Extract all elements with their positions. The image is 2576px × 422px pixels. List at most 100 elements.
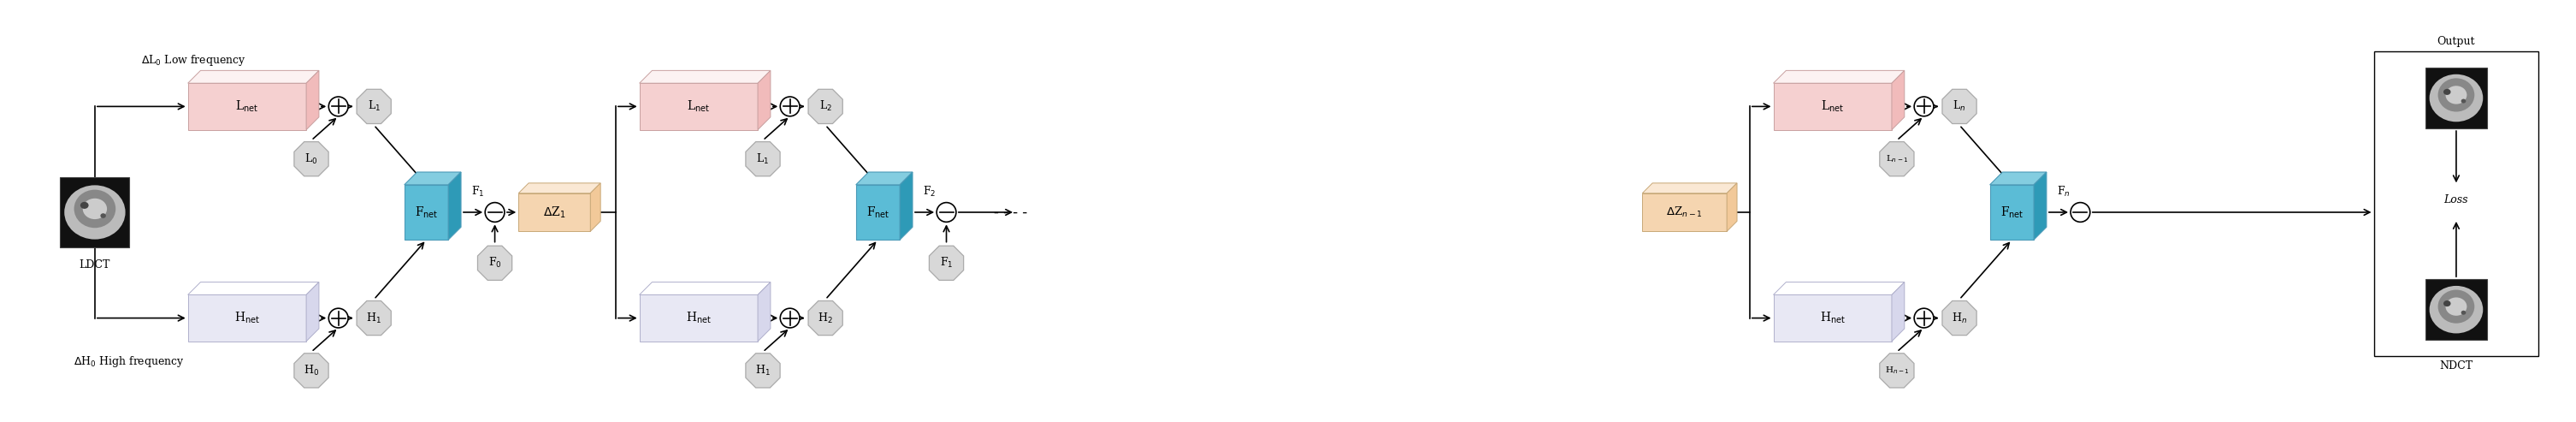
Text: L$_{\rm net}$: L$_{\rm net}$: [688, 99, 711, 114]
Polygon shape: [294, 142, 330, 176]
Polygon shape: [477, 246, 513, 280]
Polygon shape: [809, 301, 842, 335]
Text: L$_{n-1}$: L$_{n-1}$: [1886, 154, 1909, 165]
Polygon shape: [1643, 183, 1736, 193]
Polygon shape: [518, 183, 600, 193]
Polygon shape: [188, 282, 319, 295]
Circle shape: [781, 97, 799, 116]
Polygon shape: [930, 246, 963, 280]
Polygon shape: [639, 282, 770, 295]
Text: H$_1$: H$_1$: [366, 311, 381, 325]
Text: H$_{\rm net}$: H$_{\rm net}$: [234, 311, 260, 325]
Text: H$_0$: H$_0$: [304, 364, 319, 377]
Ellipse shape: [2445, 89, 2450, 95]
Polygon shape: [639, 83, 757, 130]
Circle shape: [484, 203, 505, 222]
Text: H$_2$: H$_2$: [819, 311, 832, 325]
Bar: [2372, 51, 2540, 356]
Circle shape: [330, 97, 348, 116]
Text: L$_{\rm net}$: L$_{\rm net}$: [234, 99, 258, 114]
Polygon shape: [1942, 89, 1976, 124]
Text: L$_{\rm net}$: L$_{\rm net}$: [1821, 99, 1844, 114]
Text: H$_{n-1}$: H$_{n-1}$: [1886, 365, 1909, 376]
Text: F$_1$: F$_1$: [471, 185, 484, 199]
Polygon shape: [448, 172, 461, 240]
Text: L$_1$: L$_1$: [757, 152, 770, 166]
Circle shape: [330, 308, 348, 328]
Polygon shape: [1942, 301, 1976, 335]
Text: L$_1$: L$_1$: [368, 100, 381, 114]
Text: $\Delta$Z$_{n-1}$: $\Delta$Z$_{n-1}$: [1667, 206, 1703, 219]
Text: Loss: Loss: [2445, 194, 2468, 205]
Text: F$_0$: F$_0$: [487, 256, 502, 270]
Polygon shape: [639, 70, 770, 83]
Ellipse shape: [100, 213, 106, 218]
Polygon shape: [1643, 193, 1726, 231]
Text: F$_{\rm net}$: F$_{\rm net}$: [866, 205, 889, 220]
Ellipse shape: [2460, 99, 2465, 103]
Polygon shape: [404, 185, 448, 240]
Polygon shape: [188, 295, 307, 341]
Polygon shape: [1772, 70, 1904, 83]
Polygon shape: [1772, 282, 1904, 295]
Ellipse shape: [82, 198, 108, 219]
Text: - - - -: - - - -: [994, 205, 1028, 220]
Polygon shape: [2035, 172, 2045, 240]
Polygon shape: [1880, 142, 1914, 176]
Text: $\Delta$H$_0$ High frequency: $\Delta$H$_0$ High frequency: [75, 355, 185, 369]
Polygon shape: [307, 282, 319, 341]
Polygon shape: [590, 183, 600, 231]
Ellipse shape: [2437, 78, 2476, 112]
Text: L$_0$: L$_0$: [304, 152, 317, 166]
Ellipse shape: [2445, 298, 2468, 316]
Text: F$_n$: F$_n$: [2056, 185, 2071, 199]
Text: $\Delta$L$_0$ Low frequency: $\Delta$L$_0$ Low frequency: [142, 53, 247, 67]
Polygon shape: [757, 282, 770, 341]
Polygon shape: [744, 142, 781, 176]
Ellipse shape: [2429, 286, 2483, 333]
Text: LDCT: LDCT: [80, 260, 111, 271]
Text: $\Delta$Z$_1$: $\Delta$Z$_1$: [544, 205, 567, 220]
Text: F$_2$: F$_2$: [922, 185, 935, 199]
Polygon shape: [404, 172, 461, 185]
Polygon shape: [188, 83, 307, 130]
Text: L$_2$: L$_2$: [819, 100, 832, 114]
Polygon shape: [855, 185, 899, 240]
Circle shape: [1914, 97, 1935, 116]
Polygon shape: [1880, 353, 1914, 388]
Polygon shape: [855, 172, 912, 185]
Ellipse shape: [2460, 311, 2465, 315]
Text: F$_{\rm net}$: F$_{\rm net}$: [415, 205, 438, 220]
Polygon shape: [1891, 70, 1904, 130]
Text: F$_{\rm net}$: F$_{\rm net}$: [1999, 205, 2025, 220]
Ellipse shape: [2429, 74, 2483, 122]
Ellipse shape: [80, 202, 88, 209]
Ellipse shape: [75, 190, 116, 228]
Polygon shape: [809, 89, 842, 124]
Ellipse shape: [2445, 300, 2450, 306]
Text: Output: Output: [2437, 36, 2476, 47]
Polygon shape: [188, 70, 319, 83]
Polygon shape: [294, 353, 330, 388]
Bar: [2427, 279, 2486, 340]
Polygon shape: [639, 295, 757, 341]
Text: H$_{\rm net}$: H$_{\rm net}$: [1819, 311, 1844, 325]
Polygon shape: [899, 172, 912, 240]
Circle shape: [938, 203, 956, 222]
Text: F$_1$: F$_1$: [940, 256, 953, 270]
Ellipse shape: [2445, 86, 2468, 104]
Polygon shape: [355, 89, 392, 124]
Polygon shape: [1772, 83, 1891, 130]
Bar: [2427, 68, 2486, 128]
Polygon shape: [1989, 185, 2035, 240]
Text: H$_1$: H$_1$: [755, 364, 770, 377]
Polygon shape: [1772, 295, 1891, 341]
Circle shape: [2071, 203, 2089, 222]
Polygon shape: [744, 353, 781, 388]
Polygon shape: [1726, 183, 1736, 231]
Ellipse shape: [64, 185, 126, 239]
Polygon shape: [1891, 282, 1904, 341]
Text: H$_n$: H$_n$: [1953, 311, 1968, 325]
Circle shape: [1914, 308, 1935, 328]
Text: H$_{\rm net}$: H$_{\rm net}$: [685, 311, 711, 325]
